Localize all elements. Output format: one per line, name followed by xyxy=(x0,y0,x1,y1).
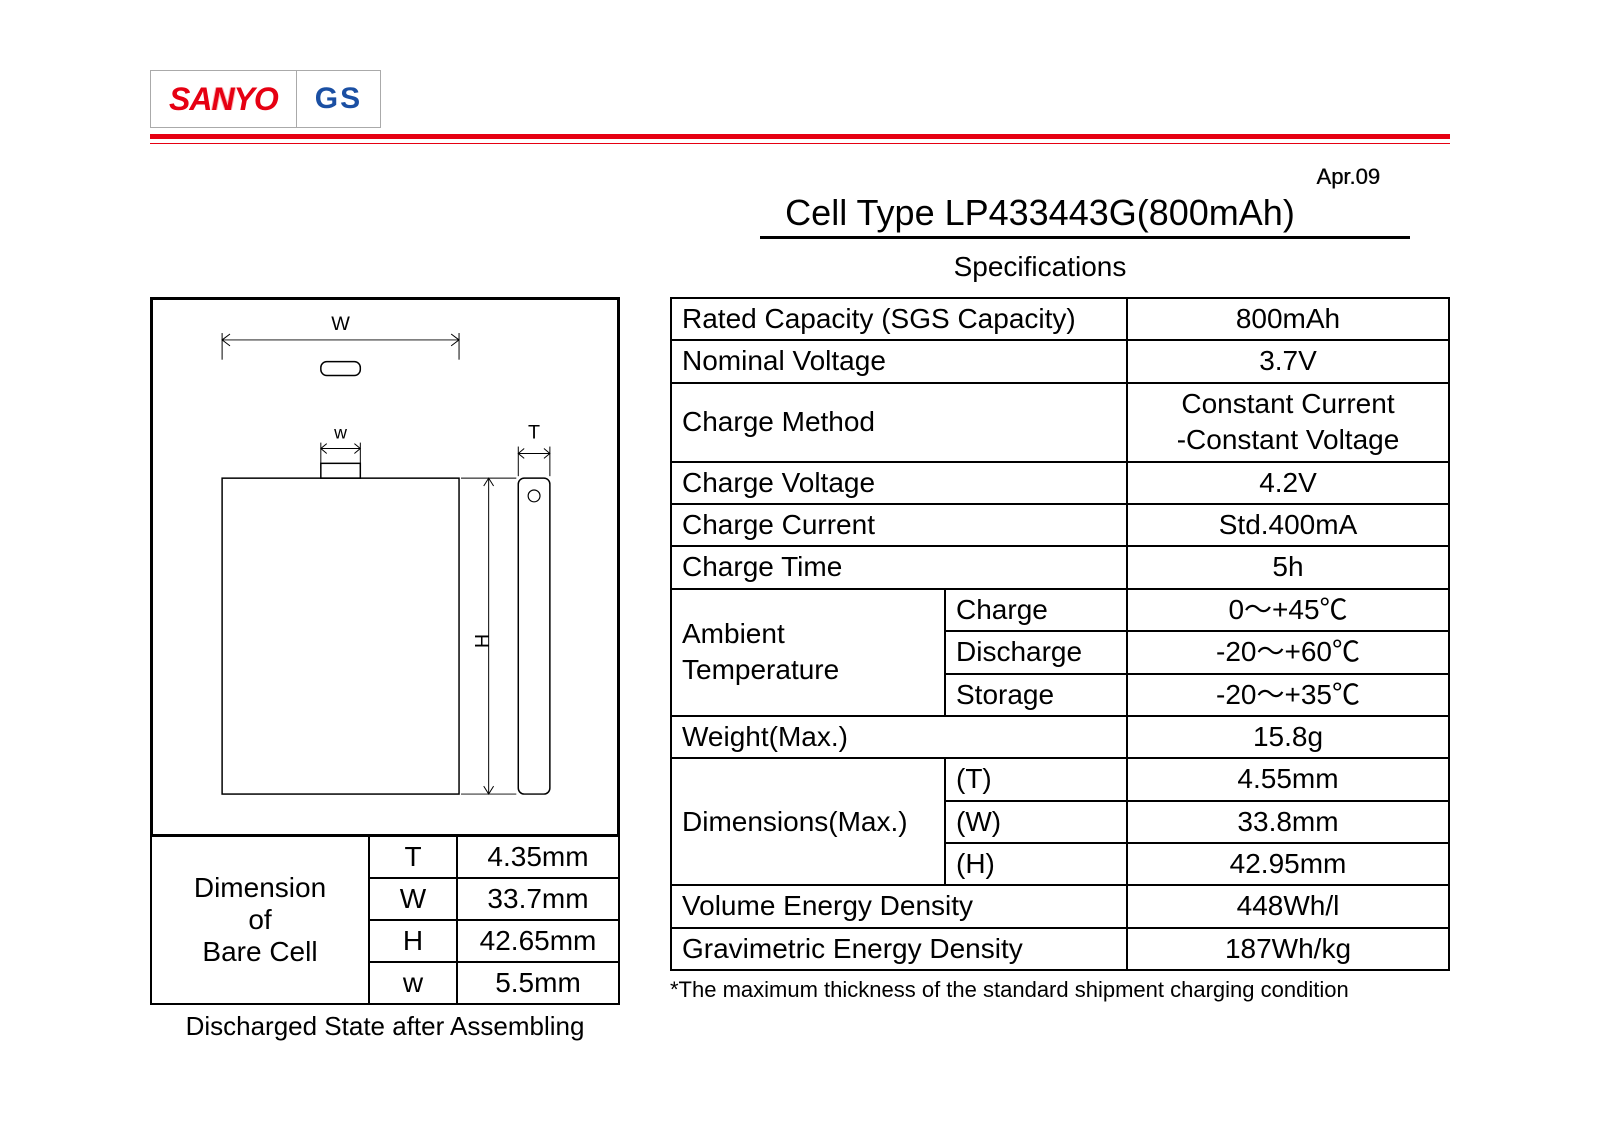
dim-title-l1: Dimension xyxy=(160,872,360,904)
dim-val-2: 42.65mm xyxy=(457,920,619,962)
dim-H-val: 42.95mm xyxy=(1127,843,1449,885)
spec-charge-method-val: Constant Current -Constant Voltage xyxy=(1127,383,1449,462)
spec-charge-time-label: Charge Time xyxy=(671,546,1127,588)
doc-date: Apr.09 xyxy=(1316,164,1380,189)
doc-title: Cell Type LP433443G(800mAh) xyxy=(630,192,1450,234)
logo-gs: GS xyxy=(297,71,380,127)
ambient-charge-val: 0～+45℃ xyxy=(1127,589,1449,631)
spec-vol-energy-label: Volume Energy Density xyxy=(671,885,1127,927)
dim-label-T: T xyxy=(528,422,540,444)
header-rule xyxy=(150,134,1450,144)
dim-sym-0: T xyxy=(369,837,457,878)
dim-H-label: (H) xyxy=(945,843,1127,885)
diagram-svg: W w xyxy=(153,300,617,834)
spec-charge-current-label: Charge Current xyxy=(671,504,1127,546)
dim-title-l3: Bare Cell xyxy=(160,936,360,968)
spec-footnote: *The maximum thickness of the standard s… xyxy=(670,977,1450,1003)
dim-val-3: 5.5mm xyxy=(457,962,619,1004)
dim-T-label: (T) xyxy=(945,758,1127,800)
charge-method-l1: Constant Current xyxy=(1138,386,1438,422)
spec-nominal-voltage-val: 3.7V xyxy=(1127,340,1449,382)
ambient-storage-val: -20～+35℃ xyxy=(1127,674,1449,716)
spec-grav-energy-label: Gravimetric Energy Density xyxy=(671,928,1127,970)
dim-val-0: 4.35mm xyxy=(457,837,619,878)
spec-weight-label: Weight(Max.) xyxy=(671,716,1127,758)
datasheet-page: SANYO GS Apr.09 Cell Type LP433443G(800m… xyxy=(0,0,1600,1131)
dim-label-w-small: w xyxy=(333,423,347,443)
spec-ambient-temp-label: Ambient Temperature xyxy=(671,589,945,716)
right-column: Rated Capacity (SGS Capacity) 800mAh Nom… xyxy=(670,297,1450,1042)
cell-diagram: W w xyxy=(150,297,620,837)
sanyo-wordmark: SANYO xyxy=(169,81,278,118)
dim-label-H: H xyxy=(472,634,494,648)
spec-charge-voltage-val: 4.2V xyxy=(1127,462,1449,504)
spec-dimensions-label: Dimensions(Max.) xyxy=(671,758,945,885)
ambient-discharge-label: Discharge xyxy=(945,631,1127,673)
dim-sym-1: W xyxy=(369,878,457,920)
main-columns: W w xyxy=(150,297,1450,1042)
header-area: Apr.09 xyxy=(150,164,1450,190)
dim-table-title: Dimension of Bare Cell xyxy=(151,837,369,1004)
dimension-table: Dimension of Bare Cell T 4.35mm W 33.7mm… xyxy=(150,837,620,1005)
spec-rated-capacity-val: 800mAh xyxy=(1127,298,1449,340)
spec-charge-time-val: 5h xyxy=(1127,546,1449,588)
dim-label-W-top: W xyxy=(331,313,350,335)
spec-vol-energy-val: 448Wh/l xyxy=(1127,885,1449,927)
spec-table: Rated Capacity (SGS Capacity) 800mAh Nom… xyxy=(670,297,1450,971)
dim-footnote: Discharged State after Assembling xyxy=(150,1011,620,1042)
spec-charge-method-label: Charge Method xyxy=(671,383,1127,462)
ambient-charge-label: Charge xyxy=(945,589,1127,631)
dim-sym-3: w xyxy=(369,962,457,1004)
dim-title-l2: of xyxy=(160,904,360,936)
dim-T-val: 4.55mm xyxy=(1127,758,1449,800)
gs-wordmark: GS xyxy=(315,82,362,116)
dim-val-1: 33.7mm xyxy=(457,878,619,920)
left-column: W w xyxy=(150,297,620,1042)
title-underline xyxy=(760,236,1410,239)
spec-grav-energy-val: 187Wh/kg xyxy=(1127,928,1449,970)
dim-W-val: 33.8mm xyxy=(1127,801,1449,843)
ambient-discharge-val: -20～+60℃ xyxy=(1127,631,1449,673)
spec-weight-val: 15.8g xyxy=(1127,716,1449,758)
spec-nominal-voltage-label: Nominal Voltage xyxy=(671,340,1127,382)
dim-sym-2: H xyxy=(369,920,457,962)
spec-charge-current-val: Std.400mA xyxy=(1127,504,1449,546)
charge-method-l2: -Constant Voltage xyxy=(1138,422,1438,458)
logo-sanyo: SANYO xyxy=(151,71,297,127)
spec-rated-capacity-label: Rated Capacity (SGS Capacity) xyxy=(671,298,1127,340)
logo-box: SANYO GS xyxy=(150,70,381,128)
spec-charge-voltage-label: Charge Voltage xyxy=(671,462,1127,504)
doc-subtitle: Specifications xyxy=(630,251,1450,283)
ambient-storage-label: Storage xyxy=(945,674,1127,716)
dim-W-label: (W) xyxy=(945,801,1127,843)
